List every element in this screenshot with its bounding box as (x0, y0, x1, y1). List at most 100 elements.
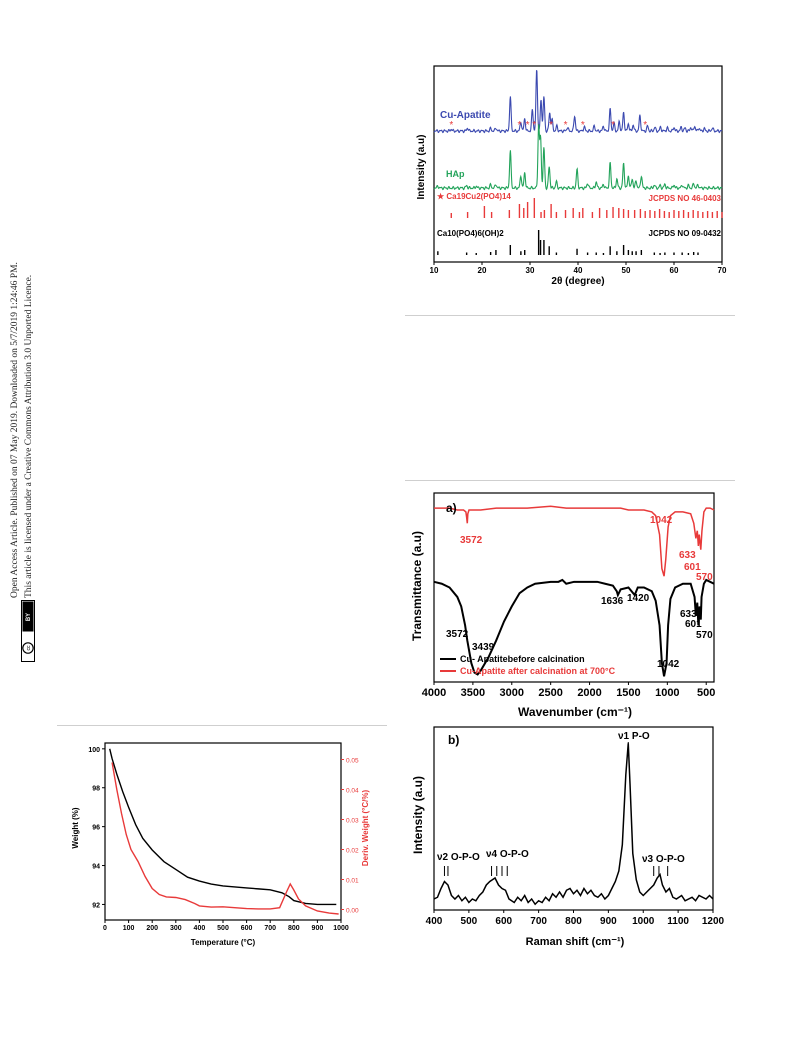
ftir-x-axis-label: Wavenumber (cm⁻¹) (518, 705, 632, 719)
raman-ann-v2: ν2 O-P-O (437, 852, 480, 863)
tga-y-right-tick-label: 0.04 (346, 788, 359, 795)
raman-ann-v1: ν1 P-O (618, 731, 650, 742)
xrd-star-marker: * (581, 120, 585, 131)
xrd-star-marker: * (532, 120, 536, 131)
tga-y-axis-label: Weight (%) (71, 807, 80, 849)
xrd-x-tick-label: 40 (574, 266, 583, 275)
xrd-label-ref-red: ★ Ca19Cu2(PO4)14 (437, 192, 511, 201)
xrd-star-marker: * (549, 120, 553, 131)
tga-y-tick-label: 98 (92, 786, 100, 793)
ftir-x-tick-label: 1000 (655, 687, 679, 699)
raman-x-tick-label: 1100 (667, 916, 689, 927)
raman-frame (433, 726, 714, 911)
xrd-frame (433, 65, 723, 263)
ftir-ann-red-633: 633 (679, 550, 696, 561)
raman-panel-label: b) (448, 733, 459, 747)
tga-y-right-tick-label: 0.01 (346, 878, 359, 885)
cc-badge-text: cc (26, 645, 32, 651)
tga-x-tick-label: 900 (312, 925, 324, 932)
tga-y-right-tick-label: 0.05 (346, 758, 359, 765)
raman-ann-v4: ν4 O-P-O (486, 849, 529, 860)
ftir-ann-red-1042: 1042 (650, 515, 673, 526)
xrd-star-marker: * (449, 120, 453, 131)
xrd-label-cu-apatite: Cu-Apatite (440, 110, 491, 121)
ftir-legend-black: Cu- Apatitebefore calcination (460, 654, 585, 664)
tga-x-tick-label: 700 (264, 925, 276, 932)
tga-x-tick-label: 0 (103, 925, 107, 932)
raman-x-tick-label: 500 (461, 916, 478, 927)
tga-x-tick-label: 600 (241, 925, 253, 932)
raman-series-0 (433, 743, 714, 906)
tga-x-tick-label: 500 (217, 925, 229, 932)
ftir-series-1 (434, 505, 715, 577)
ftir-ann-black-1420: 1420 (627, 593, 650, 604)
raman-x-tick-label: 600 (495, 916, 512, 927)
divider-3 (57, 725, 387, 726)
xrd-series-1 (433, 124, 723, 191)
cc-icon (22, 642, 34, 654)
raman-x-tick-label: 700 (530, 916, 547, 927)
tga-x-tick-label: 1000 (333, 925, 349, 932)
tga-y-tick-label: 92 (92, 902, 100, 909)
tga-y-tick-label: 96 (92, 825, 100, 832)
xrd-y-axis-label: Intensity (a.u) (416, 134, 427, 199)
divider-2 (405, 480, 735, 481)
tga-series-0 (109, 748, 337, 906)
tga-y-tick-label: 94 (92, 864, 100, 871)
xrd-series-0 (433, 70, 723, 134)
raman-x-tick-label: 1200 (702, 916, 725, 927)
xrd-x-axis-label: 2θ (degree) (551, 276, 604, 287)
ftir-ann-black-633: 633 (680, 609, 697, 620)
tga-x-tick-label: 400 (194, 925, 206, 932)
ftir-ann-red-601: 601 (684, 562, 701, 573)
ftir-ann-black-3572: 3572 (446, 629, 469, 640)
tga-y-tick-label: 100 (88, 747, 100, 754)
ftir-ann-red-570: 570 (696, 572, 713, 583)
xrd-star-marker: * (611, 120, 615, 131)
tga-frame (104, 742, 342, 921)
license-line-2[interactable]: This article is licensed under a Creativ… (24, 275, 34, 598)
ftir-series-0 (433, 578, 715, 677)
ftir-ann-red-3572: 3572 (460, 535, 483, 546)
xrd-label-hap: HAp (446, 169, 465, 179)
tga-x-tick-label: 100 (123, 925, 135, 932)
tga-x-tick-label: 800 (288, 925, 300, 932)
tga-y-axis-right-label: Deriv. Weight (°C/%) (361, 790, 370, 867)
xrd-x-tick-label: 50 (622, 266, 631, 275)
tga-x-axis-label: Temperature (°C) (191, 938, 256, 947)
divider-1 (405, 315, 735, 316)
xrd-star-marker: * (517, 120, 521, 131)
licence-link[interactable]: This article is licensed under a Creativ… (24, 274, 34, 598)
ftir-ann-black-3439: 3439 (472, 642, 495, 653)
raman-x-tick-label: 900 (600, 916, 617, 927)
xrd-x-tick-label: 70 (718, 266, 727, 275)
raman-ann-v3: ν3 O-P-O (642, 854, 685, 865)
xrd-star-marker: * (526, 120, 530, 131)
ftir-ann-black-1042: 1042 (657, 659, 680, 670)
raman-x-axis-label: Raman shift (cm⁻¹) (526, 936, 625, 948)
ftir-x-tick-label: 4000 (422, 687, 446, 699)
ftir-x-tick-label: 3500 (461, 687, 485, 699)
xrd-x-tick-label: 20 (478, 266, 487, 275)
tga-x-tick-label: 200 (146, 925, 158, 932)
cc-by-badge[interactable]: cc BY (21, 600, 35, 662)
license-sidebar: Open Access Article. Published on 07 May… (0, 0, 44, 1039)
ftir-x-tick-label: 1500 (616, 687, 640, 699)
xrd-x-tick-label: 30 (526, 266, 535, 275)
xrd-label-jcpds-black: JCPDS NO 09-0432 (649, 229, 722, 238)
ftir-legend-red: Cu-Apatite after calcination at 700°C (460, 666, 616, 676)
license-line-1: Open Access Article. Published on 07 May… (10, 262, 20, 598)
xrd-label-jcpds-red: JCPDS NO 46-0403 (649, 194, 722, 203)
ftir-ann-black-1636: 1636 (601, 596, 624, 607)
raman-x-tick-label: 1000 (632, 916, 655, 927)
xrd-star-marker: * (643, 120, 647, 131)
star-icon: ★ (437, 192, 446, 201)
ftir-ann-black-601: 601 (685, 619, 702, 630)
ftir-panel-label: a) (446, 501, 457, 515)
xrd-x-tick-label: 10 (430, 266, 439, 275)
xrd-ref-red-formula: Ca19Cu2(PO4)14 (446, 192, 511, 201)
